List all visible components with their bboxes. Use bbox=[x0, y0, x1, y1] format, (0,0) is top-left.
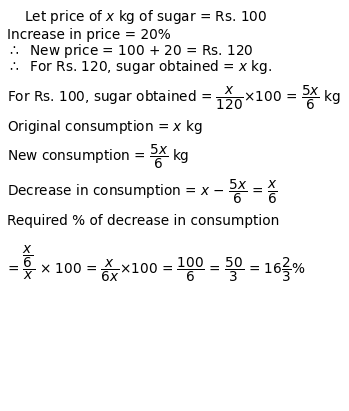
Text: New consumption = $\dfrac{5x}{6}$ kg: New consumption = $\dfrac{5x}{6}$ kg bbox=[7, 143, 190, 171]
Text: = $\dfrac{\dfrac{x}{6}}{x}$ $\times$ 100 = $\dfrac{x}{6x}$$\times$100 = $\dfrac{: = $\dfrac{\dfrac{x}{6}}{x}$ $\times$ 100… bbox=[7, 244, 306, 284]
Text: $\therefore$  New price = 100 + 20 = Rs. 120: $\therefore$ New price = 100 + 20 = Rs. … bbox=[7, 42, 253, 60]
Text: Decrease in consumption = $x$ − $\dfrac{5x}{6}$ = $\dfrac{x}{6}$: Decrease in consumption = $x$ − $\dfrac{… bbox=[7, 178, 278, 206]
Text: Required % of decrease in consumption: Required % of decrease in consumption bbox=[7, 214, 279, 228]
Text: Increase in price = 20%: Increase in price = 20% bbox=[7, 28, 171, 42]
Text: For Rs. 100, sugar obtained = $\dfrac{x}{120}$$\times$100 = $\dfrac{5x}{6}$ kg: For Rs. 100, sugar obtained = $\dfrac{x}… bbox=[7, 84, 341, 112]
Text: Original consumption = $x$ kg: Original consumption = $x$ kg bbox=[7, 118, 203, 136]
Text: Let price of $x$ kg of sugar = Rs. 100: Let price of $x$ kg of sugar = Rs. 100 bbox=[7, 8, 267, 26]
Text: $\therefore$  For Rs. 120, sugar obtained = $x$ kg.: $\therefore$ For Rs. 120, sugar obtained… bbox=[7, 58, 272, 76]
